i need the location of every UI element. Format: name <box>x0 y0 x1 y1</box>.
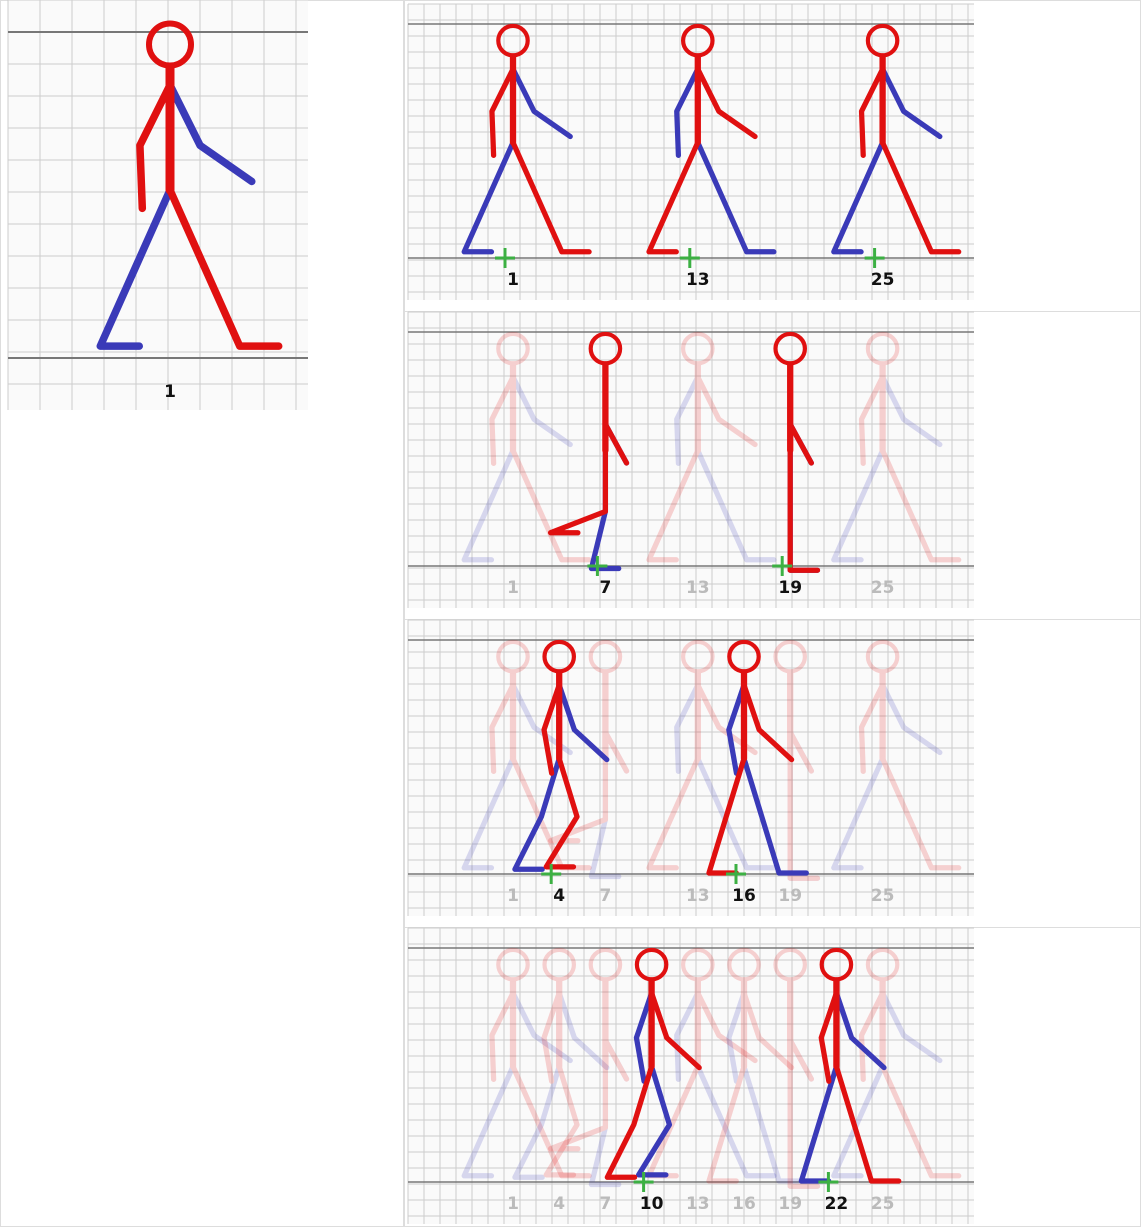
ghost-frame-label: 7 <box>599 1194 611 1214</box>
ghost-frame-label: 13 <box>686 886 710 906</box>
ghost-frame-label: 1 <box>507 1194 519 1214</box>
ghost-frame-label: 19 <box>778 1194 802 1214</box>
frame-label: 22 <box>825 1194 849 1214</box>
frame-label: 7 <box>599 578 611 598</box>
ghost-frame-label: 1 <box>507 886 519 906</box>
frame-label: 1 <box>507 270 519 290</box>
ghost-frame-label: 19 <box>778 886 802 906</box>
walk-cycle-table: 1 1 13 25 1 13 25 7 19 1 7 13 19 25 4 16 1 4 7 13 16 19 25 10 22 <box>0 0 1141 1227</box>
ghost-frame-label: 16 <box>732 1194 756 1214</box>
frame-label: 25 <box>871 270 895 290</box>
ghost-frame-label: 25 <box>871 1194 895 1214</box>
ghost-frame-label: 25 <box>871 886 895 906</box>
frame-label: 10 <box>640 1194 664 1214</box>
frame-label: 19 <box>778 578 802 598</box>
ghost-frame-label: 13 <box>686 578 710 598</box>
frame-label: 16 <box>732 886 756 906</box>
frame-label: 4 <box>553 886 565 906</box>
ghost-frame-label: 1 <box>507 578 519 598</box>
ghost-frame-label: 13 <box>686 1194 710 1214</box>
ghost-frame-label: 25 <box>871 578 895 598</box>
frame-label: 1 <box>164 382 176 402</box>
frame-label: 13 <box>686 270 710 290</box>
ghost-frame-label: 4 <box>553 1194 565 1214</box>
ghost-frame-label: 7 <box>599 886 611 906</box>
